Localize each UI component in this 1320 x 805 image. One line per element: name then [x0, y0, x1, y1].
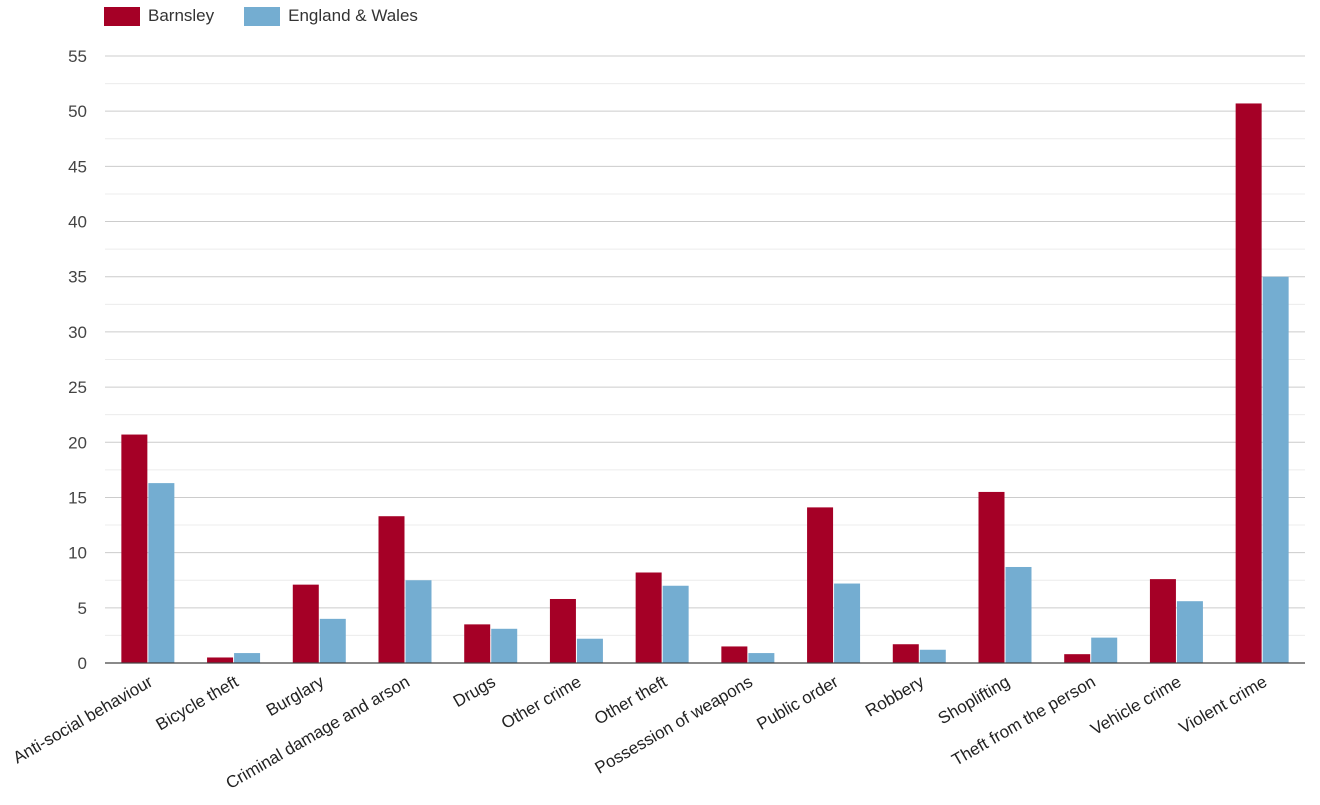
legend-item-barnsley[interactable]: Barnsley	[104, 6, 214, 26]
y-tick-label: 10	[68, 544, 87, 563]
legend-label-barnsley: Barnsley	[148, 6, 215, 25]
legend-item-england-wales[interactable]: England & Wales	[244, 6, 418, 26]
bar-barnsley	[978, 491, 1005, 663]
bar-england-wales	[319, 618, 346, 663]
x-tick-label: Possession of weapons	[592, 672, 756, 778]
y-tick-label: 50	[68, 102, 87, 121]
y-tick-label: 40	[68, 213, 87, 232]
bar-barnsley	[1064, 654, 1091, 663]
bar-barnsley	[464, 624, 491, 663]
legend-swatch-barnsley	[104, 6, 140, 26]
x-tick-label: Violent crime	[1176, 672, 1270, 737]
y-tick-label: 35	[68, 268, 87, 287]
x-tick-label: Public order	[754, 672, 842, 734]
bar-barnsley	[807, 507, 834, 663]
bar-england-wales	[1091, 637, 1118, 663]
bar-england-wales	[576, 638, 603, 663]
x-tick-label: Other crime	[498, 672, 584, 733]
bar-barnsley	[292, 584, 319, 663]
y-tick-label: 45	[68, 157, 87, 176]
x-tick-label: Burglary	[263, 672, 328, 720]
x-tick-label: Vehicle crime	[1087, 672, 1184, 739]
y-tick-label: 25	[68, 378, 87, 397]
x-tick-label: Drugs	[450, 672, 499, 711]
bar-england-wales	[662, 585, 689, 663]
bar-barnsley	[721, 646, 748, 663]
legend-swatch-england-wales	[244, 6, 281, 26]
bar-barnsley	[549, 598, 576, 663]
x-tick-label: Anti-social behaviour	[10, 672, 156, 768]
bar-england-wales	[1262, 276, 1289, 663]
bar-barnsley	[378, 516, 405, 663]
bar-england-wales	[148, 483, 175, 663]
y-tick-label: 55	[68, 47, 87, 66]
bar-barnsley	[1235, 103, 1262, 663]
y-tick-label: 30	[68, 323, 87, 342]
x-tick-label: Theft from the person	[948, 672, 1098, 770]
x-tick-label: Other theft	[591, 672, 670, 729]
y-tick-label: 15	[68, 488, 87, 507]
bar-barnsley	[121, 434, 148, 663]
legend: Barnsley England & Wales	[104, 6, 418, 26]
bar-england-wales	[234, 653, 261, 663]
y-tick-label: 0	[78, 654, 87, 673]
bar-england-wales	[834, 583, 861, 663]
bar-barnsley	[892, 644, 919, 663]
bar-england-wales	[1176, 601, 1203, 663]
bar-england-wales	[491, 628, 518, 663]
bar-england-wales	[919, 649, 946, 663]
y-tick-label: 5	[78, 599, 87, 618]
bar-england-wales	[405, 580, 432, 663]
x-tick-label: Bicycle theft	[153, 672, 242, 734]
bar-barnsley	[635, 572, 662, 663]
bar-barnsley	[207, 657, 234, 663]
x-tick-label: Robbery	[862, 672, 928, 721]
legend-label-england-wales: England & Wales	[288, 6, 418, 25]
bar-barnsley	[1149, 579, 1176, 663]
y-tick-label: 20	[68, 433, 87, 452]
bar-england-wales	[748, 653, 775, 663]
bar-england-wales	[1005, 566, 1032, 663]
x-tick-label: Shoplifting	[935, 672, 1013, 728]
